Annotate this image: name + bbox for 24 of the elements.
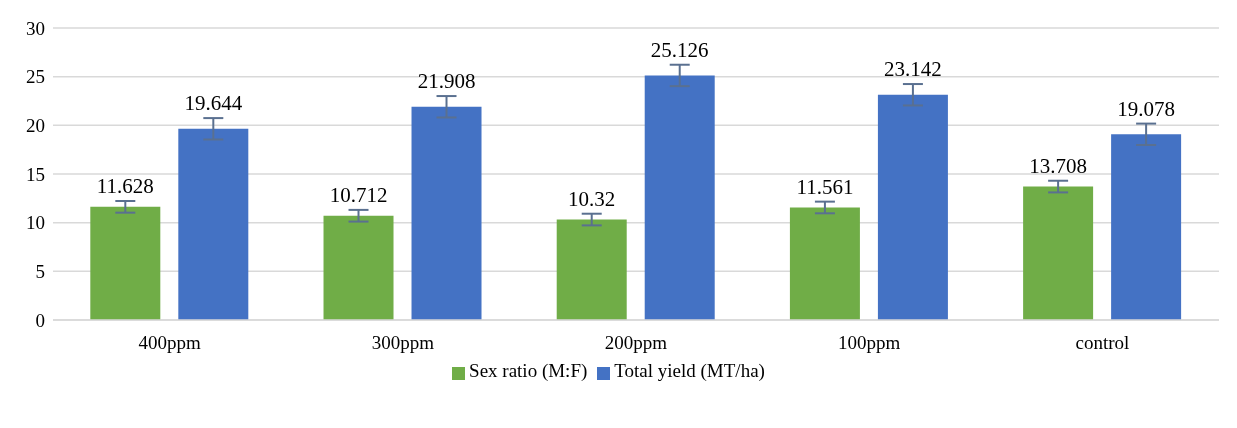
x-tick-label: 400ppm (138, 332, 201, 354)
data-label: 19.078 (1117, 96, 1175, 121)
data-label: 11.561 (796, 174, 854, 199)
data-label: 21.908 (417, 69, 476, 94)
x-tick-label: 300ppm (371, 332, 435, 354)
y-tick-label: 25 (26, 66, 45, 88)
legend-label: Sex ratio (M:F) (469, 360, 588, 381)
y-tick-label: 5 (35, 261, 45, 283)
y-tick-label: 30 (26, 17, 45, 39)
legend-label: Total yield (MT/ha) (614, 360, 765, 381)
data-label: 10.712 (329, 182, 388, 207)
y-tick-label: 0 (35, 309, 45, 331)
y-tick-label: 20 (26, 115, 45, 137)
data-label: 10.32 (568, 186, 616, 211)
data-label: 13.708 (1029, 153, 1087, 178)
x-tick-label: 200ppm (604, 332, 668, 354)
data-label: 11.628 (96, 173, 154, 198)
y-tick-label: 10 (26, 212, 45, 234)
x-tick-label: control (1075, 332, 1130, 354)
x-tick-label: 100ppm (838, 332, 901, 354)
y-tick-label: 15 (26, 163, 45, 185)
data-label: 25.126 (650, 37, 709, 62)
data-label: 19.644 (184, 91, 243, 116)
data-label: 23.142 (884, 57, 942, 82)
